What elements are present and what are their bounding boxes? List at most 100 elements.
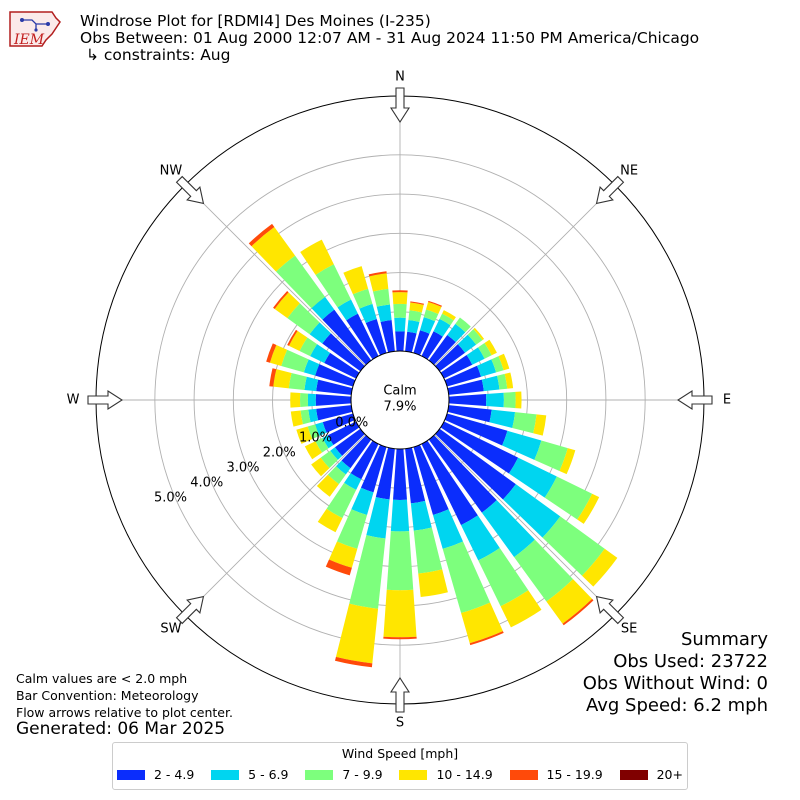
bar-segment xyxy=(410,301,425,305)
constraints: ↳ constraints: Aug xyxy=(86,46,231,64)
bar-segment xyxy=(300,239,334,275)
bar-segment xyxy=(467,329,483,345)
summary-title: Summary xyxy=(681,629,768,650)
bar-segment xyxy=(320,450,338,469)
radial-tick-label: 5.0% xyxy=(154,490,187,505)
radial-tick-label: 2.0% xyxy=(263,445,296,460)
bar-segment xyxy=(300,409,311,425)
bar-segment xyxy=(315,364,356,387)
bar-segment xyxy=(334,428,365,456)
bar-segment xyxy=(428,334,456,365)
legend-items: 2 - 4.9 5 - 6.9 7 - 9.9 10 - 14.9 15 - 19.9 2… xyxy=(117,767,683,782)
legend-swatch xyxy=(117,769,145,780)
bar-segment xyxy=(484,339,497,356)
radial-tick-label: 1.0% xyxy=(299,430,332,445)
summary-obs-used: Obs Used: 23722 xyxy=(613,651,768,672)
bar-segment xyxy=(440,355,473,379)
bar-segment xyxy=(433,318,451,337)
bar-segment xyxy=(273,291,289,309)
bar-segment xyxy=(337,299,358,321)
legend: Wind Speed [mph] 2 - 4.9 5 - 6.9 7 - 9.9 10… xyxy=(112,742,688,790)
calm-percent: 7.9% xyxy=(383,400,416,415)
chart-title: Windrose Plot for [RDMI4] Des Moines (I-… xyxy=(80,12,431,30)
legend-item: 10 - 14.9 xyxy=(399,767,493,782)
generated-date: Generated: 06 Mar 2025 xyxy=(16,719,226,739)
bar-segment xyxy=(413,330,430,356)
bar-segment xyxy=(316,405,353,421)
bar-segment xyxy=(308,408,319,423)
bar-segment xyxy=(327,466,346,485)
bar-segment xyxy=(335,460,351,475)
bar-segment xyxy=(322,413,356,433)
bar-segment xyxy=(365,318,387,356)
bar-segment xyxy=(418,569,448,597)
bar-segment xyxy=(369,273,389,292)
bar-segment xyxy=(544,476,593,520)
bar-segment xyxy=(395,331,405,352)
bar-segment xyxy=(324,352,360,379)
legend-label: 15 - 19.9 xyxy=(546,767,603,782)
summary-obs-without-wind: Obs Without Wind: 0 xyxy=(582,673,768,694)
bar-segment xyxy=(375,447,395,500)
bar-segment xyxy=(307,424,320,440)
legend-title: Wind Speed [mph] xyxy=(341,746,459,761)
flow-arrow-icon xyxy=(389,87,411,124)
bar-segment xyxy=(315,437,329,453)
bar-segment xyxy=(428,435,497,513)
bar-segment xyxy=(498,353,510,371)
summary-avg-speed: Avg Speed: 6.2 mph xyxy=(586,695,768,716)
bar-segment xyxy=(351,487,374,515)
bar-segment xyxy=(481,375,500,392)
bar-segment xyxy=(504,372,514,389)
bar-segment xyxy=(503,391,516,409)
bar-segment xyxy=(335,603,379,664)
grid-spoke xyxy=(184,184,366,366)
bar-segment xyxy=(486,392,504,408)
bar-segment xyxy=(352,288,373,309)
bar-segment xyxy=(413,444,449,515)
bar-segment xyxy=(435,428,516,500)
bar-segment xyxy=(346,313,379,360)
flow-arrow-icon xyxy=(389,676,411,713)
bar-segment xyxy=(341,435,372,469)
flow-arrow-icon xyxy=(595,175,625,205)
bar-segment xyxy=(372,288,390,307)
bar-segment xyxy=(461,515,500,561)
bar-segment xyxy=(322,435,334,449)
obs-between: Obs Between: 01 Aug 2000 12:07 AM - 31 A… xyxy=(80,29,700,47)
legend-label: 10 - 14.9 xyxy=(436,767,493,782)
logo-text: IEM xyxy=(13,32,45,48)
flow-arrow-icon xyxy=(87,389,124,411)
bar-segment xyxy=(409,302,424,313)
bar-segment xyxy=(447,379,484,395)
legend-label: 2 - 4.9 xyxy=(154,767,195,782)
grid-spoke xyxy=(434,434,616,616)
bar-segment xyxy=(428,300,442,307)
bar-segment xyxy=(269,344,288,366)
grid-spoke xyxy=(184,434,366,616)
bar-segment xyxy=(287,329,298,346)
bar-segment xyxy=(304,441,322,460)
bar-segment xyxy=(315,264,352,308)
bar-segment xyxy=(457,334,477,353)
radial-tick-label: 0.0% xyxy=(335,415,368,430)
bar-segment xyxy=(325,559,352,576)
bar-segment xyxy=(533,414,547,436)
bar-segment xyxy=(376,304,392,323)
legend-label: 7 - 9.9 xyxy=(342,767,383,782)
radial-tick-label: 4.0% xyxy=(190,475,223,490)
bar-segment xyxy=(489,409,516,428)
flow-arrow-icon xyxy=(676,389,713,411)
bar-segment xyxy=(440,421,519,474)
bar-segment xyxy=(322,309,372,365)
bar-segment xyxy=(383,589,417,638)
bar-segment xyxy=(473,327,485,341)
legend-item: 2 - 4.9 xyxy=(117,767,194,782)
flow-arrow-icon xyxy=(595,595,625,625)
bar-segment xyxy=(390,499,410,532)
bar-segment xyxy=(508,457,557,498)
calm-note: Calm values are < 2.0 mph xyxy=(16,671,188,686)
bar-segment xyxy=(421,331,443,360)
bar-segment xyxy=(469,631,504,646)
bar-segment xyxy=(405,447,426,504)
